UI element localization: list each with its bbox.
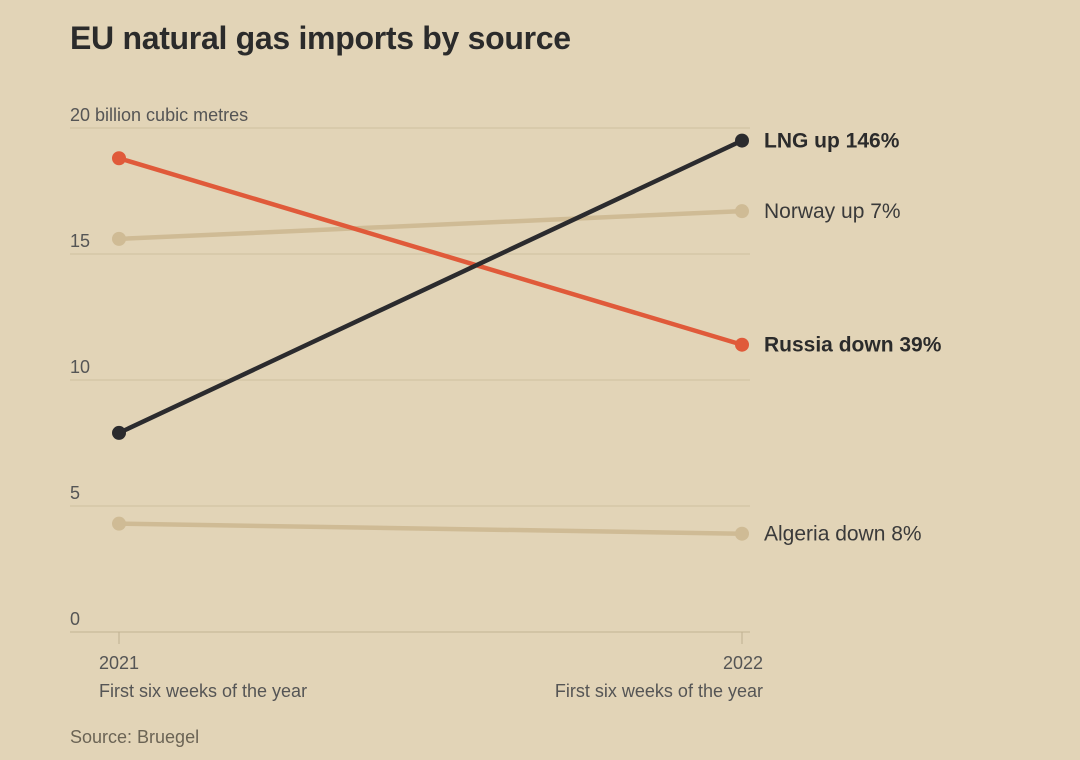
series-algeria: Algeria down 8% [112, 516, 922, 546]
x-tick-label-2021: 2021 [99, 653, 139, 673]
series-label-algeria: Algeria down 8% [764, 523, 922, 546]
point-russia-2021 [112, 151, 126, 166]
source-note: Source: Bruegel [70, 727, 200, 747]
point-algeria-2022 [735, 526, 749, 541]
x-axis: 2021 First six weeks of the year 2022 First… [99, 632, 763, 701]
series-label-norway: Norway up 7% [764, 200, 901, 223]
x-tick-label-2022: 2022 [723, 653, 763, 673]
series-label-lng: LNG up 146% [764, 130, 900, 153]
y-tick-label-10: 10 [70, 357, 90, 377]
point-russia-2022 [735, 337, 749, 352]
point-lng-2021 [112, 425, 126, 440]
y-unit-label: 20 billion cubic metres [70, 105, 248, 125]
series-line-russia [116, 155, 745, 347]
y-tick-label-5: 5 [70, 483, 80, 503]
series-line-norway [116, 208, 745, 242]
y-tick-label-0: 0 [70, 609, 80, 629]
series-lines: Norway up 7% Algeria down 8% Russia down 3… [112, 130, 942, 546]
series-russia: Russia down 39% [112, 151, 942, 357]
gridlines: 0 5 10 15 20 billion cubic metres [70, 105, 750, 633]
y-tick-label-15: 15 [70, 231, 90, 251]
x-sublabel-2021: First six weeks of the year [99, 681, 307, 701]
point-algeria-2021 [112, 516, 126, 531]
chart-title: EU natural gas imports by source [70, 20, 571, 56]
series-norway: Norway up 7% [112, 200, 901, 246]
series-label-russia: Russia down 39% [764, 334, 942, 357]
x-sublabel-2022: First six weeks of the year [555, 681, 763, 701]
series-line-lng [116, 138, 745, 436]
point-norway-2022 [735, 204, 749, 219]
point-lng-2022 [735, 133, 749, 148]
point-norway-2021 [112, 231, 126, 246]
series-line-algeria [116, 521, 745, 536]
series-lng: LNG up 146% [112, 130, 900, 440]
